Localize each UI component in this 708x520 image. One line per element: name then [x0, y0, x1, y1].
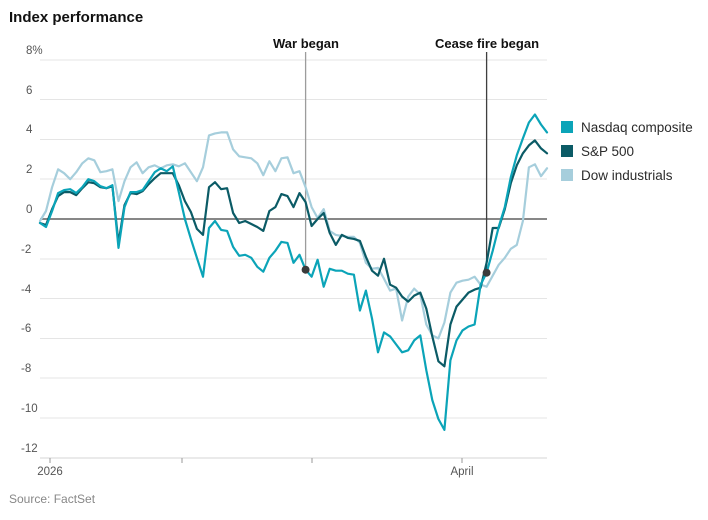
legend-label: S&P 500	[581, 143, 635, 159]
x-axis-label: 2026	[37, 466, 63, 478]
y-axis-label: 0	[26, 204, 33, 216]
annotation-dot	[482, 268, 491, 277]
legend-swatch-icon	[561, 169, 573, 181]
page-title: Index performance	[9, 9, 144, 26]
series-line	[38, 131, 549, 340]
annotation-label: War began	[273, 36, 339, 51]
y-axis-label: -12	[21, 443, 38, 455]
series-line	[38, 113, 549, 431]
y-axis-label: 2	[26, 164, 33, 176]
y-axis-label: -6	[21, 323, 32, 335]
annotation-dot	[301, 265, 310, 274]
legend-swatch-icon	[561, 145, 573, 157]
source-note: Source: FactSet	[9, 492, 96, 506]
y-axis-label: 6	[26, 85, 33, 97]
legend-label: Nasdaq composite	[581, 119, 693, 135]
y-axis-label: -4	[21, 284, 32, 296]
y-axis-label: 4	[26, 124, 33, 136]
x-axis-label: April	[450, 466, 474, 478]
legend-item: Dow industrials	[561, 167, 693, 183]
annotation-label: Cease fire began	[434, 36, 540, 51]
legend-label: Dow industrials	[581, 167, 673, 183]
legend-item: Nasdaq composite	[561, 119, 693, 135]
legend-swatch-icon	[561, 121, 573, 133]
legend: Nasdaq composite S&P 500 Dow industrials	[561, 120, 693, 192]
y-axis-label: -10	[21, 403, 38, 415]
y-axis-label: -2	[21, 244, 32, 256]
legend-item: S&P 500	[561, 143, 693, 159]
y-axis-label: 8%	[26, 45, 43, 57]
y-axis-label: -8	[21, 363, 32, 375]
